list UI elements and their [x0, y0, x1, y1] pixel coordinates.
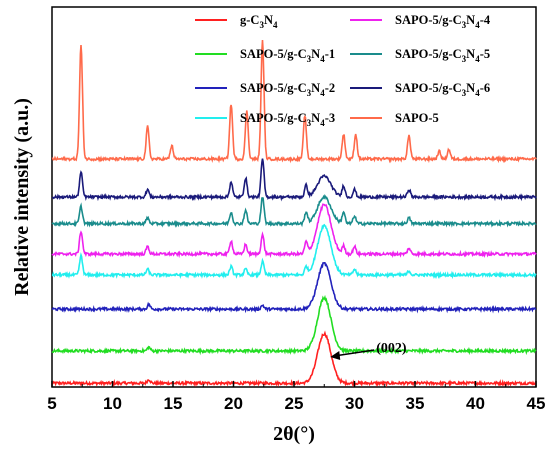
series-line-3	[51, 262, 537, 314]
series-line-8	[51, 40, 537, 164]
peak-annotation: (002)	[330, 341, 407, 360]
series-line-7	[51, 158, 537, 202]
series-line-2	[51, 294, 537, 356]
x-tick-label: 25	[285, 394, 304, 413]
series-line-5	[51, 203, 537, 259]
x-tick-label: 35	[406, 394, 425, 413]
legend-label-2: SAPO-5/g-C3N4-1	[240, 47, 335, 64]
x-axis-ticks: 5 10 15 20 25 30 35 40 45	[47, 381, 545, 413]
legend-label-4: SAPO-5/g-C3N4-3	[240, 111, 335, 128]
x-tick-label: 30	[345, 394, 364, 413]
legend: g-C3N4 SAPO-5/g-C3N4-1 SAPO-5/g-C3N4-2 SAPO…	[195, 13, 491, 128]
series-line-4	[51, 223, 537, 280]
legend-label-6: SAPO-5/g-C3N4-5	[395, 47, 490, 64]
annotation-arrow	[334, 349, 375, 357]
series-layer	[51, 40, 537, 388]
series-line-1	[51, 330, 537, 388]
legend-label-8: SAPO-5	[395, 111, 439, 125]
x-tick-label: 20	[224, 394, 243, 413]
series-line-6	[51, 193, 537, 228]
x-tick-label: 15	[164, 394, 183, 413]
annotation-label: (002)	[376, 341, 407, 356]
legend-label-1: g-C3N4	[240, 13, 278, 30]
x-tick-label: 45	[527, 394, 546, 413]
legend-label-7: SAPO-5/g-C3N4-6	[395, 81, 490, 98]
legend-label-5: SAPO-5/g-C3N4-4	[395, 13, 491, 30]
x-tick-label: 40	[466, 394, 485, 413]
legend-label-3: SAPO-5/g-C3N4-2	[240, 81, 335, 98]
x-axis-label: 2θ(°)	[273, 423, 315, 445]
y-axis-label: Relative intensity (a.u.)	[11, 98, 33, 296]
x-tick-label: 10	[103, 394, 122, 413]
annotation-arrowhead	[330, 351, 341, 360]
x-tick-label: 5	[47, 394, 56, 413]
